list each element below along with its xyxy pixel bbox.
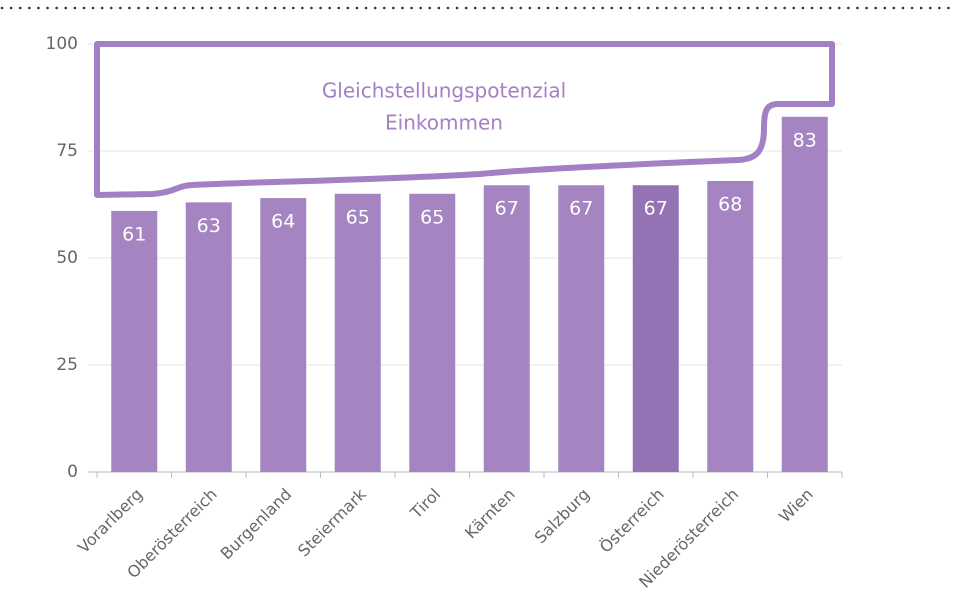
value-label: 68	[718, 193, 742, 215]
y-tick-label: 75	[56, 141, 78, 161]
value-label: 61	[122, 223, 146, 245]
value-label: 65	[346, 206, 370, 228]
value-label: 65	[420, 206, 444, 228]
annotation: Gleichstellungspotenzial	[322, 79, 566, 103]
bar	[334, 193, 381, 473]
x-tick-label: Salzburg	[531, 485, 594, 548]
bar	[558, 185, 605, 473]
x-tick-label: Vorarlberg	[74, 485, 146, 557]
value-label: 67	[644, 198, 668, 220]
potential-outline	[94, 41, 835, 198]
x-tick-label: Kärnten	[461, 485, 519, 543]
x-tick-label: Wien	[775, 485, 817, 527]
value-label: 67	[495, 198, 519, 220]
value-label: 64	[271, 211, 295, 233]
y-tick-label: 100	[46, 34, 78, 54]
y-tick-label: 0	[67, 462, 78, 482]
bar	[707, 180, 754, 472]
x-tick-label: Österreich	[596, 485, 668, 557]
bar	[409, 193, 456, 473]
annotation: Einkommen	[385, 111, 503, 135]
value-label: 63	[197, 215, 221, 237]
bar	[781, 116, 828, 472]
x-tick-label: Steiermark	[294, 484, 370, 560]
value-label: 67	[569, 198, 593, 220]
bar	[260, 198, 307, 472]
bar	[185, 202, 232, 473]
bar	[632, 185, 679, 473]
bar	[483, 185, 530, 473]
bar	[111, 210, 158, 473]
value-label: 83	[793, 129, 817, 151]
x-tick-label: Tirol	[406, 485, 444, 523]
x-tick-label: Burgenland	[217, 485, 296, 564]
y-tick-label: 50	[56, 248, 78, 268]
y-tick-label: 25	[56, 355, 78, 375]
